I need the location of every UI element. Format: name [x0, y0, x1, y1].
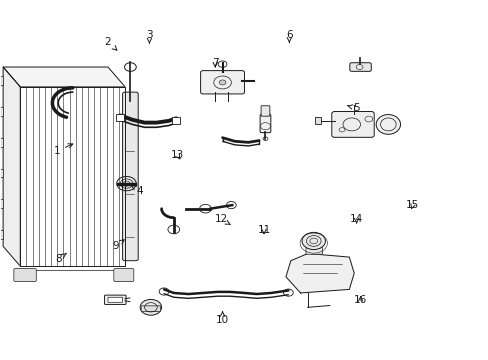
Text: 15: 15: [405, 200, 419, 210]
Bar: [0, 230, 3, 239]
Circle shape: [302, 232, 325, 249]
Circle shape: [140, 300, 161, 315]
Bar: [0, 107, 3, 116]
Ellipse shape: [375, 114, 400, 134]
FancyBboxPatch shape: [114, 269, 134, 282]
FancyBboxPatch shape: [104, 295, 126, 305]
Text: 16: 16: [353, 295, 366, 305]
FancyBboxPatch shape: [305, 247, 322, 254]
FancyBboxPatch shape: [331, 112, 373, 137]
FancyBboxPatch shape: [260, 114, 270, 133]
Bar: [172, 117, 180, 124]
Bar: [0, 168, 3, 177]
FancyBboxPatch shape: [108, 297, 122, 302]
FancyBboxPatch shape: [261, 106, 269, 116]
Text: 10: 10: [216, 312, 229, 325]
Bar: [0, 76, 3, 85]
Bar: [0, 138, 3, 147]
Text: 7: 7: [211, 58, 218, 68]
Text: 6: 6: [285, 30, 292, 42]
Bar: [0, 199, 3, 208]
Polygon shape: [117, 183, 136, 185]
FancyBboxPatch shape: [349, 63, 370, 71]
Text: 5: 5: [347, 103, 359, 113]
FancyBboxPatch shape: [200, 71, 244, 94]
FancyBboxPatch shape: [14, 269, 36, 282]
Text: 13: 13: [170, 150, 183, 160]
Bar: [315, 117, 321, 125]
Polygon shape: [3, 67, 125, 87]
FancyBboxPatch shape: [122, 92, 138, 261]
Text: 8: 8: [55, 253, 66, 264]
Text: 9: 9: [112, 240, 124, 251]
Text: 2: 2: [104, 37, 117, 50]
Text: 3: 3: [146, 30, 152, 43]
Text: 11: 11: [257, 225, 270, 235]
Text: 1: 1: [53, 144, 73, 156]
Text: 4: 4: [131, 185, 142, 196]
Polygon shape: [3, 67, 20, 266]
Circle shape: [219, 80, 225, 85]
Bar: [116, 114, 124, 121]
Polygon shape: [20, 87, 125, 266]
Text: 12: 12: [214, 215, 230, 225]
Polygon shape: [285, 253, 353, 293]
Text: 14: 14: [349, 215, 363, 224]
FancyBboxPatch shape: [141, 306, 160, 312]
